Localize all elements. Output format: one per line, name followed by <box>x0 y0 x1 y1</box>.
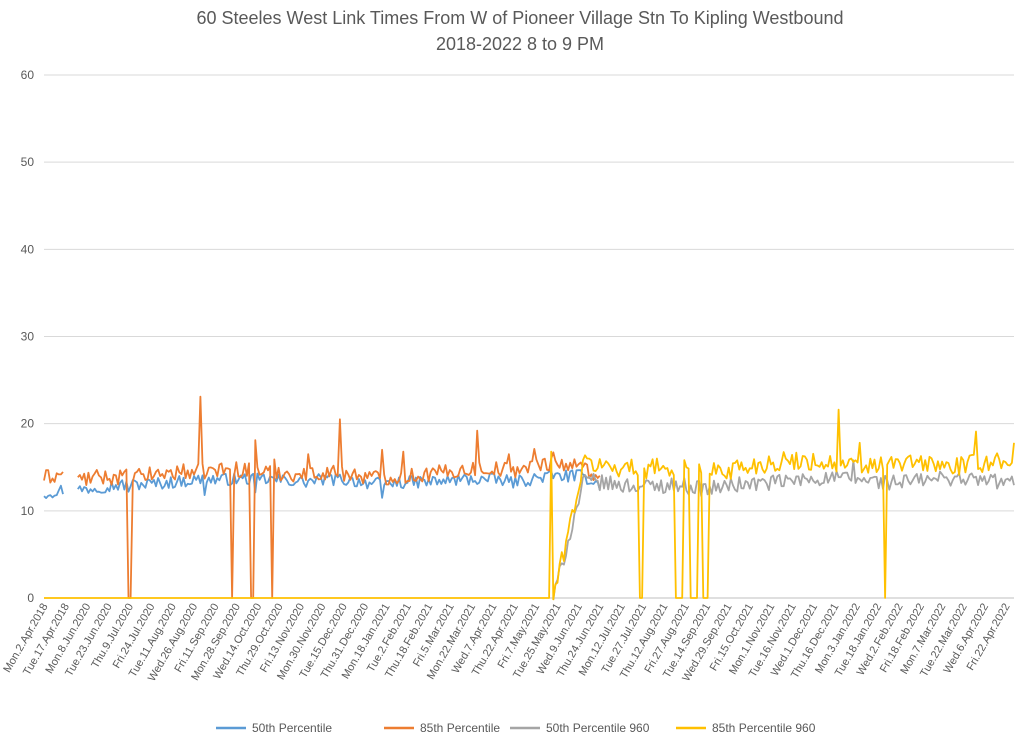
legend: 50th Percentile 85th Percentile 50th Perce… <box>216 721 816 735</box>
legend-label: 85th Percentile 960 <box>712 721 816 735</box>
y-axis-ticks: 0 10 20 30 40 50 60 <box>21 68 35 605</box>
series-line-4 <box>44 408 1015 601</box>
series-line-1 <box>43 469 601 499</box>
y-tick-label: 20 <box>21 417 35 431</box>
y-tick-label: 40 <box>21 242 35 256</box>
grid-lines <box>44 74 1014 599</box>
series-line-2 <box>43 395 601 599</box>
series-lines <box>43 395 1015 601</box>
legend-label: 50th Percentile 960 <box>546 721 650 735</box>
chart-title-line-2: 2018-2022 8 to 9 PM <box>436 34 604 54</box>
legend-label: 50th Percentile <box>252 721 332 735</box>
y-tick-label: 0 <box>27 591 34 605</box>
y-tick-label: 10 <box>21 504 35 518</box>
y-tick-label: 50 <box>21 155 35 169</box>
y-tick-label: 60 <box>21 68 35 82</box>
x-axis: Mon.2.Apr.2018Tue.17.Apr.2018Mon.8.Jun.2… <box>1 601 1012 683</box>
y-tick-label: 30 <box>21 330 35 344</box>
series-line-3 <box>552 459 1015 601</box>
legend-label: 85th Percentile <box>420 721 500 735</box>
chart-title-line-1: 60 Steeles West Link Times From W of Pio… <box>197 8 844 28</box>
